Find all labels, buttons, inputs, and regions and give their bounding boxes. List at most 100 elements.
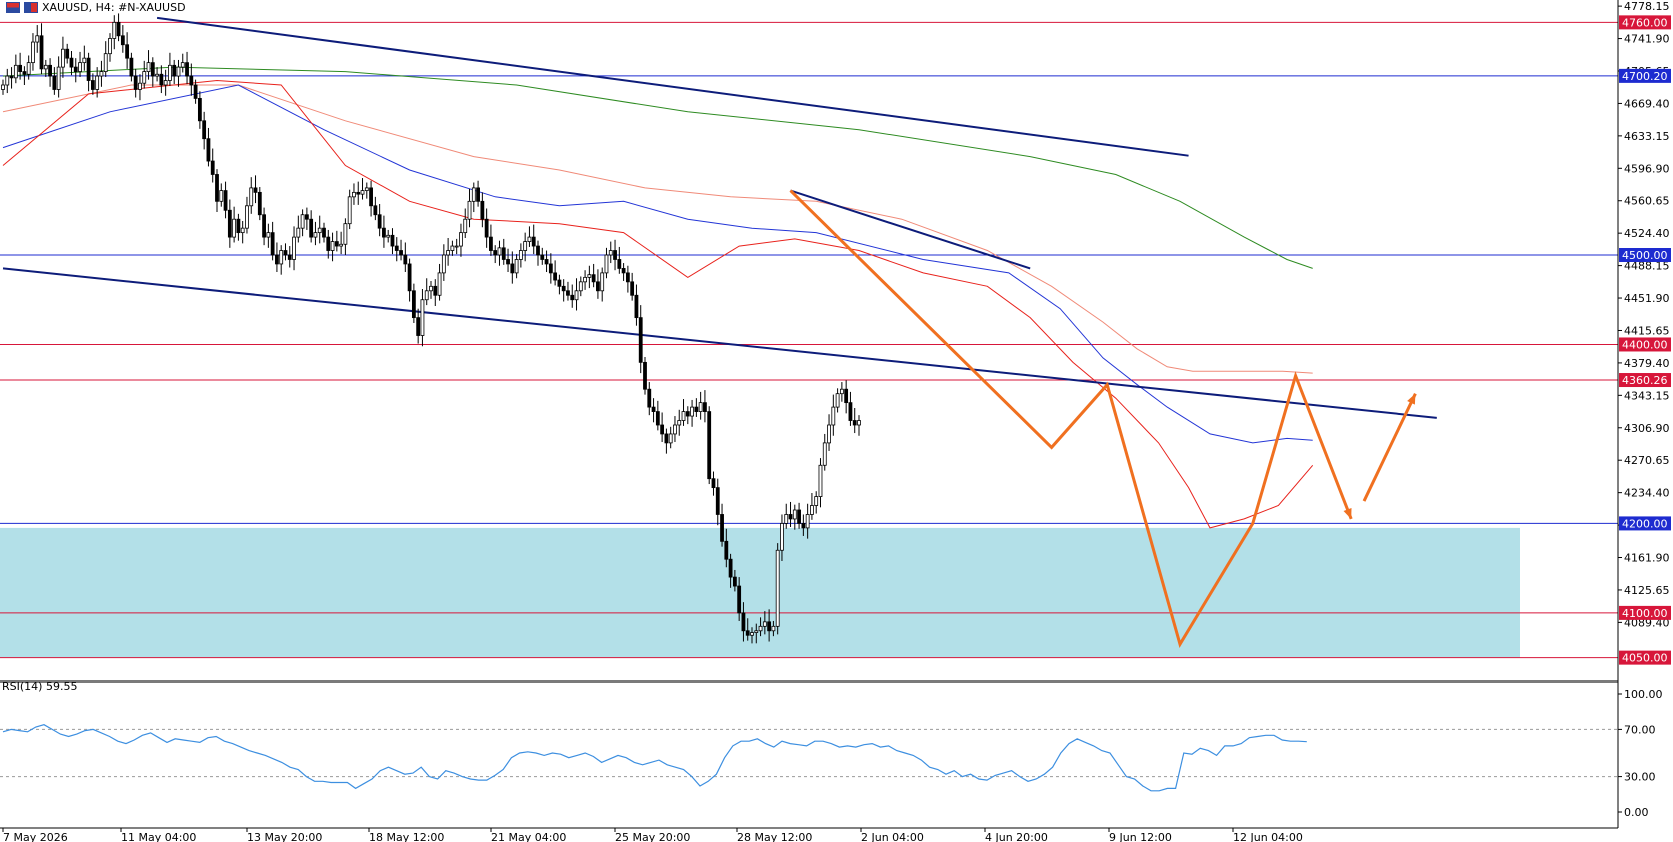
time-tick-label: 13 May 20:00 — [247, 831, 322, 842]
candle-body — [553, 272, 558, 281]
level-tag-label: 4200.00 — [1622, 517, 1668, 530]
price-tick-label: 4596.90 — [1624, 162, 1670, 175]
rsi-line — [2, 724, 1307, 792]
candle-body — [283, 250, 288, 256]
candle-body — [360, 190, 365, 195]
candle-body — [617, 259, 622, 269]
candle-body — [715, 487, 720, 515]
price-tick-label: 4306.90 — [1624, 422, 1670, 435]
candle-body — [604, 254, 609, 274]
candle-body — [664, 433, 669, 444]
candle-body — [9, 75, 14, 79]
candle-body — [108, 38, 112, 55]
candle-body — [356, 191, 361, 195]
candle-body — [668, 433, 673, 444]
candle-body — [142, 71, 147, 84]
price-tick-label: 4451.90 — [1624, 292, 1670, 305]
candle-body — [270, 232, 275, 256]
candle-body — [22, 71, 27, 75]
candle-body — [65, 48, 70, 59]
time-tick-label: 18 May 12:00 — [369, 831, 444, 842]
time-tick-label: 4 Jun 20:00 — [985, 831, 1048, 842]
candle-body — [831, 406, 836, 426]
candle-body — [168, 64, 172, 81]
candle-body — [313, 232, 318, 238]
candle-body — [129, 57, 134, 77]
price-tick-label: 4741.90 — [1624, 33, 1670, 46]
candle-body — [223, 190, 228, 211]
candle-body — [677, 420, 682, 426]
candle-body — [317, 227, 322, 234]
candle-body — [762, 621, 767, 627]
candle-body — [266, 232, 271, 238]
trend-line — [790, 189, 1031, 270]
candle-body — [227, 209, 232, 238]
candle-body — [279, 250, 284, 265]
candle-body — [574, 290, 579, 301]
chart-header: XAUUSD, H4: #N-XAUUSD — [6, 0, 186, 14]
candle-body — [304, 214, 309, 220]
candle-body — [416, 317, 421, 336]
time-tick-label: 21 May 04:00 — [491, 831, 566, 842]
candle-body — [296, 227, 301, 238]
candle-body — [497, 247, 502, 256]
candle-body — [52, 75, 57, 90]
candle-body — [484, 218, 489, 238]
candle-body — [31, 41, 35, 64]
candle-body — [750, 632, 754, 636]
candle-body — [805, 514, 810, 529]
level-tag-4050.00 — [1619, 650, 1671, 665]
level-tag-label: 4760.00 — [1622, 16, 1668, 29]
candle-body — [159, 73, 164, 86]
level-tag-label: 4700.20 — [1622, 70, 1668, 83]
price-tick-label: 4415.65 — [1624, 324, 1670, 337]
candle-body — [155, 73, 159, 77]
candle-body — [193, 84, 198, 99]
candle-body — [197, 98, 202, 122]
candle-body — [99, 71, 104, 77]
candle-body — [810, 505, 814, 515]
candle-body — [518, 250, 523, 260]
projection-arrowhead — [1407, 393, 1416, 405]
price-tick-label: 4125.65 — [1624, 584, 1670, 597]
candle-body — [39, 35, 44, 70]
candle-body — [215, 174, 219, 202]
candle-body — [403, 254, 408, 265]
candle-body — [540, 254, 545, 260]
zigzag-arrowhead — [1343, 507, 1352, 519]
candle-body — [523, 241, 528, 251]
time-tick-label: 7 May 2026 — [3, 831, 68, 842]
candle-body — [18, 64, 23, 72]
candle-body — [685, 411, 690, 417]
candle-body — [848, 402, 853, 421]
candle-body — [334, 241, 339, 247]
candle-body — [792, 509, 797, 520]
candle-body — [180, 62, 185, 68]
price-tick-label: 4161.90 — [1624, 552, 1670, 565]
time-tick-label: 25 May 20:00 — [615, 831, 690, 842]
chart-menu-icon[interactable] — [6, 1, 20, 13]
candle-body — [95, 75, 100, 90]
candle-body — [26, 62, 31, 75]
candle-body — [394, 245, 399, 251]
candle-body — [634, 294, 639, 319]
candle-body — [300, 214, 305, 229]
level-tag-4700.20 — [1619, 68, 1671, 83]
candle-body — [703, 402, 707, 412]
candle-body — [232, 218, 237, 238]
candle-body — [587, 274, 592, 278]
time-tick-label: 2 Jun 04:00 — [861, 831, 924, 842]
candle-body — [339, 243, 344, 247]
rsi-tick-label: 0.00 — [1624, 806, 1649, 819]
candle-body — [814, 496, 819, 506]
candle-body — [467, 200, 472, 220]
trend-line — [156, 16, 1189, 157]
candle-body — [527, 236, 532, 242]
candle-body — [480, 200, 485, 220]
candle-body — [544, 259, 549, 265]
candle-body — [784, 514, 789, 524]
candle-body — [737, 585, 742, 614]
candle-body — [120, 35, 125, 46]
moving-average-ma_mid — [2, 84, 1313, 444]
